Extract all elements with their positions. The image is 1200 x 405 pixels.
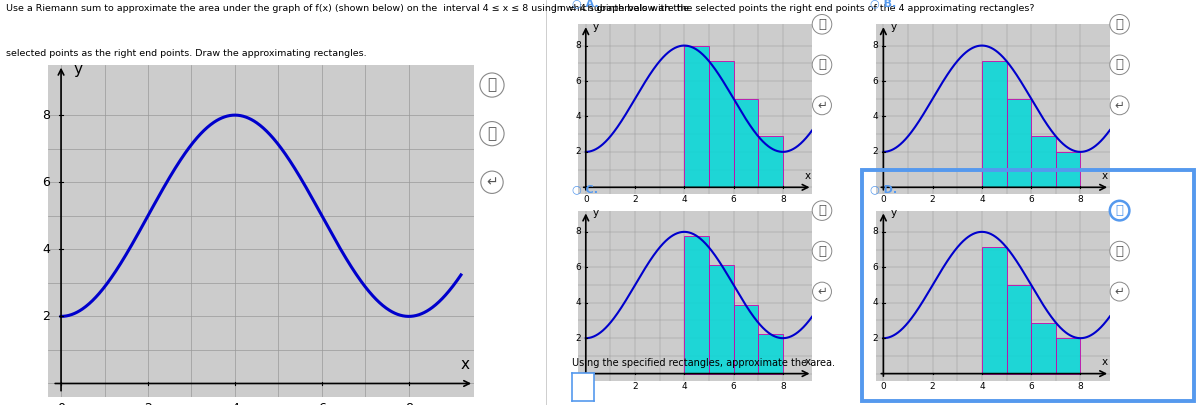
Text: y: y xyxy=(593,208,599,218)
Text: y: y xyxy=(890,22,896,32)
Text: x: x xyxy=(1102,171,1108,181)
Bar xyxy=(709,265,733,373)
Text: ○ C.: ○ C. xyxy=(572,184,599,194)
Text: 8: 8 xyxy=(42,109,50,122)
Text: 2: 2 xyxy=(872,147,878,156)
Text: 8: 8 xyxy=(872,227,878,237)
Text: 2: 2 xyxy=(42,310,50,323)
Text: 4: 4 xyxy=(575,298,581,307)
Bar xyxy=(1007,99,1031,187)
Text: ⌕: ⌕ xyxy=(818,204,826,217)
Text: 4: 4 xyxy=(872,112,878,121)
Text: 6: 6 xyxy=(731,382,737,390)
Text: 2: 2 xyxy=(930,195,936,204)
Bar xyxy=(982,61,1007,187)
Text: 6: 6 xyxy=(1028,195,1034,204)
Text: 2: 2 xyxy=(930,382,936,390)
Text: 8: 8 xyxy=(780,382,786,390)
Text: ⌕: ⌕ xyxy=(487,126,497,141)
Text: ⌕: ⌕ xyxy=(818,18,826,31)
Text: ⌕: ⌕ xyxy=(818,245,826,258)
Text: 4: 4 xyxy=(682,382,688,390)
Text: ⌕: ⌕ xyxy=(487,77,497,93)
Text: 4: 4 xyxy=(42,243,50,256)
Text: x: x xyxy=(804,171,810,181)
Text: ↵: ↵ xyxy=(1115,285,1124,298)
Text: 6: 6 xyxy=(872,263,878,272)
Text: 8: 8 xyxy=(1078,382,1084,390)
Text: ↵: ↵ xyxy=(817,99,827,112)
Text: ⌕: ⌕ xyxy=(1116,245,1123,258)
Text: y: y xyxy=(73,62,83,77)
Text: 6: 6 xyxy=(575,263,581,272)
Text: 8: 8 xyxy=(780,195,786,204)
Bar xyxy=(709,61,733,187)
Text: In which graph below are the selected points the right end points of the 4 appro: In which graph below are the selected po… xyxy=(554,4,1034,13)
Text: 8: 8 xyxy=(575,227,581,237)
Bar xyxy=(1031,323,1056,373)
Text: 8: 8 xyxy=(575,41,581,50)
Text: 0: 0 xyxy=(583,195,589,204)
Text: ↵: ↵ xyxy=(817,285,827,298)
Text: ○ A.: ○ A. xyxy=(572,0,599,8)
Text: 0: 0 xyxy=(583,382,589,390)
Text: ↵: ↵ xyxy=(486,175,498,189)
Text: 0: 0 xyxy=(881,382,887,390)
Bar xyxy=(758,136,782,187)
Text: ○ B.: ○ B. xyxy=(870,0,896,8)
Text: 4: 4 xyxy=(575,112,581,121)
Text: 2: 2 xyxy=(575,147,581,156)
Text: ⌕: ⌕ xyxy=(1116,204,1123,217)
Text: 6: 6 xyxy=(318,402,325,405)
Text: ⌕: ⌕ xyxy=(818,58,826,71)
Text: ○ D.: ○ D. xyxy=(870,184,898,194)
Text: 2: 2 xyxy=(144,402,152,405)
Text: y: y xyxy=(890,208,896,218)
Text: 8: 8 xyxy=(1078,195,1084,204)
Text: 6: 6 xyxy=(872,77,878,85)
Text: Use a Riemann sum to approximate the area under the graph of f(x) (shown below) : Use a Riemann sum to approximate the are… xyxy=(6,4,689,13)
Text: x: x xyxy=(1102,357,1108,367)
Bar xyxy=(982,247,1007,373)
Text: selected points as the right end points. Draw the approximating rectangles.: selected points as the right end points.… xyxy=(6,49,367,58)
Text: 0: 0 xyxy=(881,195,887,204)
Bar xyxy=(733,305,758,373)
Text: 4: 4 xyxy=(230,402,239,405)
Text: Using the specified rectangles, approximate the area.: Using the specified rectangles, approxim… xyxy=(572,358,835,369)
Text: ⌕: ⌕ xyxy=(1116,18,1123,31)
Text: 6: 6 xyxy=(575,77,581,85)
Text: 4: 4 xyxy=(872,298,878,307)
Text: 8: 8 xyxy=(404,402,413,405)
Text: 6: 6 xyxy=(731,195,737,204)
Bar xyxy=(684,236,709,373)
Bar xyxy=(684,46,709,187)
Bar xyxy=(1007,285,1031,373)
Text: x: x xyxy=(804,357,810,367)
Text: ⌕: ⌕ xyxy=(1116,58,1123,71)
Text: 4: 4 xyxy=(979,195,985,204)
Text: 0: 0 xyxy=(58,402,65,405)
Text: 6: 6 xyxy=(1028,382,1034,390)
Text: 2: 2 xyxy=(872,334,878,343)
Text: 4: 4 xyxy=(979,382,985,390)
Text: ↵: ↵ xyxy=(1115,99,1124,112)
Text: 2: 2 xyxy=(632,382,638,390)
Bar xyxy=(758,334,782,373)
Text: 4: 4 xyxy=(682,195,688,204)
Text: 6: 6 xyxy=(42,176,50,189)
Text: y: y xyxy=(593,22,599,32)
Bar xyxy=(733,99,758,187)
Text: 8: 8 xyxy=(872,41,878,50)
Text: x: x xyxy=(461,357,470,372)
Bar xyxy=(1056,152,1080,187)
Text: ⌕: ⌕ xyxy=(1116,204,1123,217)
Bar xyxy=(1031,136,1056,187)
Text: 2: 2 xyxy=(632,195,638,204)
Text: 2: 2 xyxy=(575,334,581,343)
Bar xyxy=(1056,338,1080,373)
